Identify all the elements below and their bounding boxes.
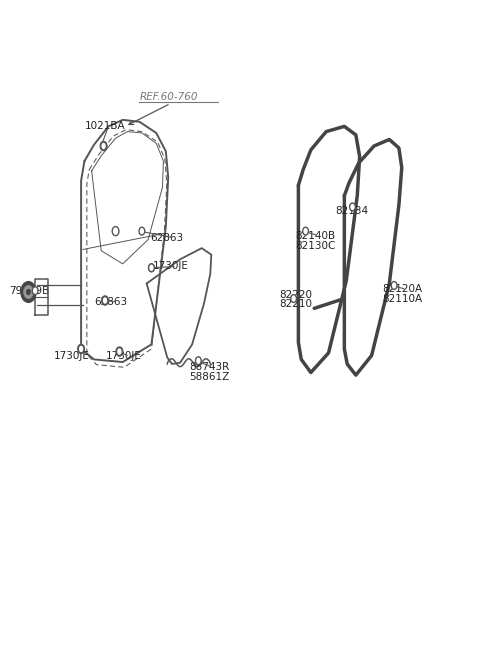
- Text: 1730JE: 1730JE: [153, 262, 189, 272]
- Text: 82130C: 82130C: [295, 241, 336, 251]
- Circle shape: [116, 347, 123, 356]
- Circle shape: [112, 226, 119, 236]
- Circle shape: [32, 287, 38, 295]
- Text: 1730JE: 1730JE: [106, 351, 142, 361]
- Text: 62863: 62863: [94, 297, 127, 307]
- Circle shape: [149, 264, 155, 272]
- Circle shape: [291, 295, 297, 302]
- Circle shape: [100, 142, 107, 151]
- Text: 1730JE: 1730JE: [53, 351, 89, 361]
- Circle shape: [101, 142, 107, 150]
- Circle shape: [303, 227, 309, 235]
- Circle shape: [102, 296, 108, 305]
- Circle shape: [195, 357, 201, 365]
- Circle shape: [139, 227, 145, 235]
- Circle shape: [21, 281, 36, 302]
- Text: 1021BA: 1021BA: [84, 121, 125, 131]
- Text: 82134: 82134: [336, 207, 369, 216]
- Circle shape: [78, 344, 84, 354]
- Circle shape: [78, 345, 84, 353]
- Circle shape: [26, 289, 30, 295]
- Text: 82120A: 82120A: [383, 285, 423, 295]
- Text: 88743R: 88743R: [189, 362, 229, 372]
- Text: 82210: 82210: [280, 299, 313, 310]
- Text: 79359B: 79359B: [9, 285, 49, 296]
- Circle shape: [117, 348, 122, 356]
- Text: 58861Z: 58861Z: [189, 372, 229, 382]
- Text: 82140B: 82140B: [295, 231, 335, 241]
- Text: 62863: 62863: [150, 233, 183, 243]
- Circle shape: [349, 203, 355, 211]
- Circle shape: [24, 285, 33, 298]
- Circle shape: [391, 281, 397, 289]
- Text: 82110A: 82110A: [383, 294, 423, 304]
- Text: REF.60-760: REF.60-760: [140, 92, 198, 102]
- Circle shape: [102, 297, 108, 304]
- Circle shape: [149, 264, 155, 272]
- Text: 82220: 82220: [280, 289, 313, 300]
